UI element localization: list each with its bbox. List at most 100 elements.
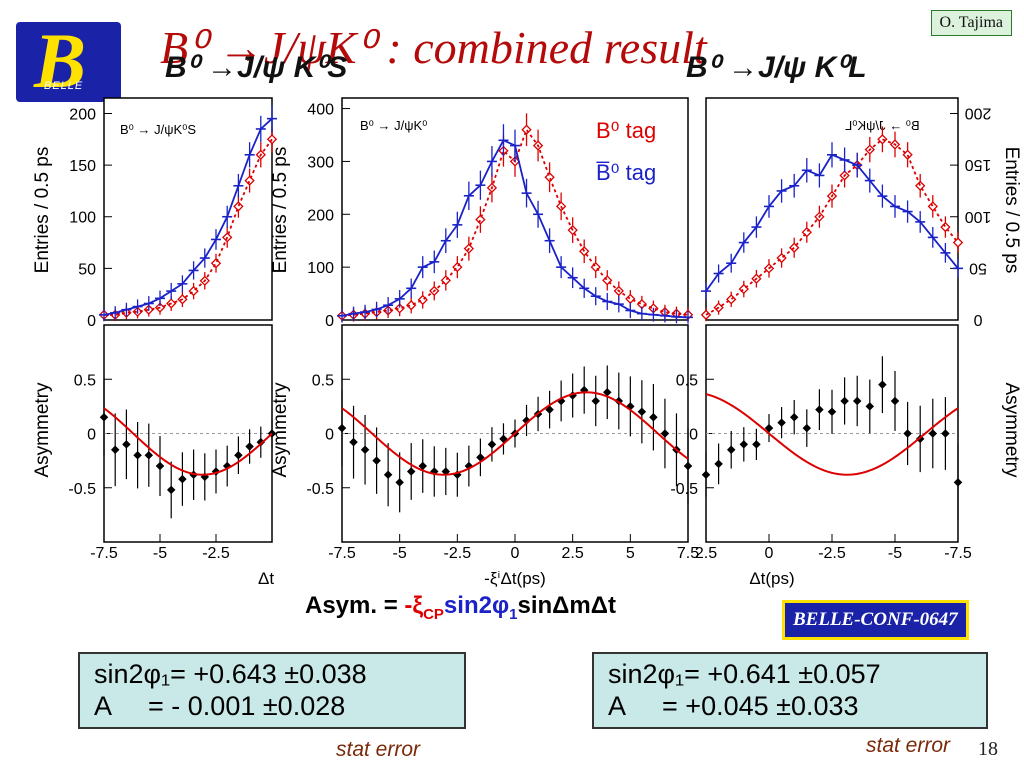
xtick-label: -2.5 bbox=[444, 545, 472, 562]
ytick-label: 400 bbox=[307, 102, 334, 119]
ytick-label: 100 bbox=[69, 210, 96, 227]
data-point bbox=[178, 474, 187, 484]
data-point bbox=[789, 412, 799, 422]
result-ks-sin2phi: sin2φ₁= +0.643 ±0.038 bbox=[94, 659, 367, 689]
data-point bbox=[122, 440, 131, 449]
data-point bbox=[383, 470, 393, 479]
xtick-label: -5 bbox=[153, 545, 167, 562]
panel-comb-entries bbox=[341, 97, 689, 321]
data-point bbox=[903, 429, 912, 438]
data-point bbox=[752, 440, 761, 449]
ytick-label: 200 bbox=[69, 106, 96, 123]
ytick-label: 200 bbox=[307, 207, 334, 224]
ylabel-comb-asym: Asymmetry bbox=[270, 382, 291, 478]
ytick-label: 150 bbox=[965, 156, 992, 173]
ytick-label: -0.5 bbox=[68, 481, 96, 498]
xlabel-comb: -ξⁱΔt(ps) bbox=[484, 569, 546, 588]
ytick-label: 0 bbox=[689, 427, 698, 444]
data-point bbox=[852, 396, 862, 406]
fit-curve bbox=[341, 391, 689, 476]
data-point bbox=[683, 461, 693, 471]
ytick-label: 0 bbox=[325, 427, 334, 444]
ytick-label: 100 bbox=[307, 260, 334, 277]
data-point-b0 bbox=[394, 303, 405, 314]
data-point bbox=[256, 437, 266, 447]
data-point bbox=[591, 396, 600, 406]
data-point bbox=[155, 461, 165, 471]
author-badge: O. Tajima bbox=[930, 10, 1012, 36]
ytick-label: 0.5 bbox=[74, 372, 96, 389]
ytick-label: 0 bbox=[973, 311, 982, 328]
ytick-label: -0.5 bbox=[306, 481, 334, 498]
formula-one: 1 bbox=[509, 605, 518, 623]
xtick-label: 7.5 bbox=[677, 545, 699, 562]
data-point bbox=[890, 396, 900, 406]
ylabel-ks-entries: Entries / 0.5 ps bbox=[32, 147, 53, 274]
frame-comb-entries bbox=[341, 97, 689, 321]
data-point bbox=[649, 412, 658, 422]
fit-curve bbox=[705, 138, 959, 316]
legend-b0bar-tag: B̅⁰ tag bbox=[596, 160, 656, 185]
logo-b-icon: B bbox=[34, 17, 87, 104]
data-point bbox=[777, 418, 786, 427]
data-point bbox=[928, 429, 938, 438]
ylabel-comb-entries: Entries / 0.5 ps bbox=[270, 147, 291, 274]
result-box-kl: sin2φ₁= +0.641 ±0.057 A = +0.045 ±0.033 bbox=[592, 652, 988, 729]
data-point bbox=[941, 429, 950, 438]
xtick-label: 5 bbox=[626, 545, 635, 562]
page-title: B⁰ →J/ψK⁰ : combined result bbox=[160, 22, 707, 73]
asymmetry-formula: Asym. = -ξCPsin2φ1sinΔmΔt bbox=[305, 592, 616, 623]
data-point bbox=[406, 467, 416, 476]
ytick-label: 0 bbox=[87, 313, 96, 330]
overlay-title-ks: B⁰ →J/ψ K⁰S bbox=[165, 51, 348, 84]
formula-sin: sin2φ bbox=[443, 592, 510, 619]
data-point bbox=[878, 380, 887, 389]
data-point bbox=[637, 407, 647, 417]
data-point bbox=[144, 450, 154, 460]
data-point-b0 bbox=[475, 214, 486, 225]
data-point bbox=[840, 396, 849, 406]
xtick-label: -7.5 bbox=[944, 545, 972, 562]
panel-label-comb: B⁰ → J/ψK⁰ bbox=[360, 118, 427, 133]
xtick-label: -5 bbox=[888, 545, 902, 562]
formula-cp: CP bbox=[423, 605, 444, 623]
page-number: 18 bbox=[978, 738, 998, 760]
ytick-label: 50 bbox=[969, 259, 987, 276]
data-point bbox=[245, 442, 254, 451]
data-point bbox=[865, 402, 875, 411]
xlabel-ks: Δt bbox=[258, 569, 274, 588]
conf-badge: BELLE-CONF-0647 bbox=[782, 600, 969, 640]
data-point bbox=[395, 478, 404, 487]
fit-curve bbox=[341, 139, 689, 319]
xtick-label: -2.5 bbox=[818, 545, 846, 562]
ylabel-kl-entries: Entries / 0.5 ps bbox=[1001, 147, 1022, 274]
data-point bbox=[739, 440, 749, 449]
data-point bbox=[603, 388, 612, 397]
data-point bbox=[133, 450, 142, 460]
data-point bbox=[166, 485, 176, 495]
xtick-label: -2.5 bbox=[202, 545, 230, 562]
ytick-label: 0 bbox=[87, 427, 96, 444]
result-kl-sin2phi: sin2φ₁= +0.641 ±0.057 bbox=[608, 659, 881, 689]
data-point bbox=[701, 470, 711, 479]
data-point-b0 bbox=[406, 300, 417, 311]
belle-logo: B BELLE bbox=[16, 17, 121, 104]
ylabel-ks-asym: Asymmetry bbox=[32, 382, 53, 478]
ytick-label: 0.5 bbox=[312, 372, 334, 389]
ytick-label: 100 bbox=[965, 208, 992, 225]
data-point bbox=[110, 445, 120, 455]
data-point bbox=[418, 461, 427, 471]
data-point bbox=[714, 459, 723, 469]
xtick-label: -7.5 bbox=[90, 545, 118, 562]
xlabel-kl: Δt(ps) bbox=[749, 569, 794, 588]
data-point bbox=[234, 450, 243, 460]
data-point bbox=[99, 412, 109, 422]
overlay-title-kl: B⁰ →J/ψ K⁰L bbox=[686, 51, 867, 84]
data-point-b0 bbox=[233, 201, 244, 212]
xtick-label: 0 bbox=[765, 545, 774, 562]
ytick-label: 50 bbox=[78, 261, 96, 278]
formula-prefix: Asym. = bbox=[305, 592, 405, 619]
legend-b0-tag: B⁰ tag bbox=[596, 118, 656, 143]
ytick-label: 0.5 bbox=[676, 372, 698, 389]
result-box-ks: sin2φ₁= +0.643 ±0.038 A = - 0.001 ±0.028 bbox=[78, 652, 466, 729]
